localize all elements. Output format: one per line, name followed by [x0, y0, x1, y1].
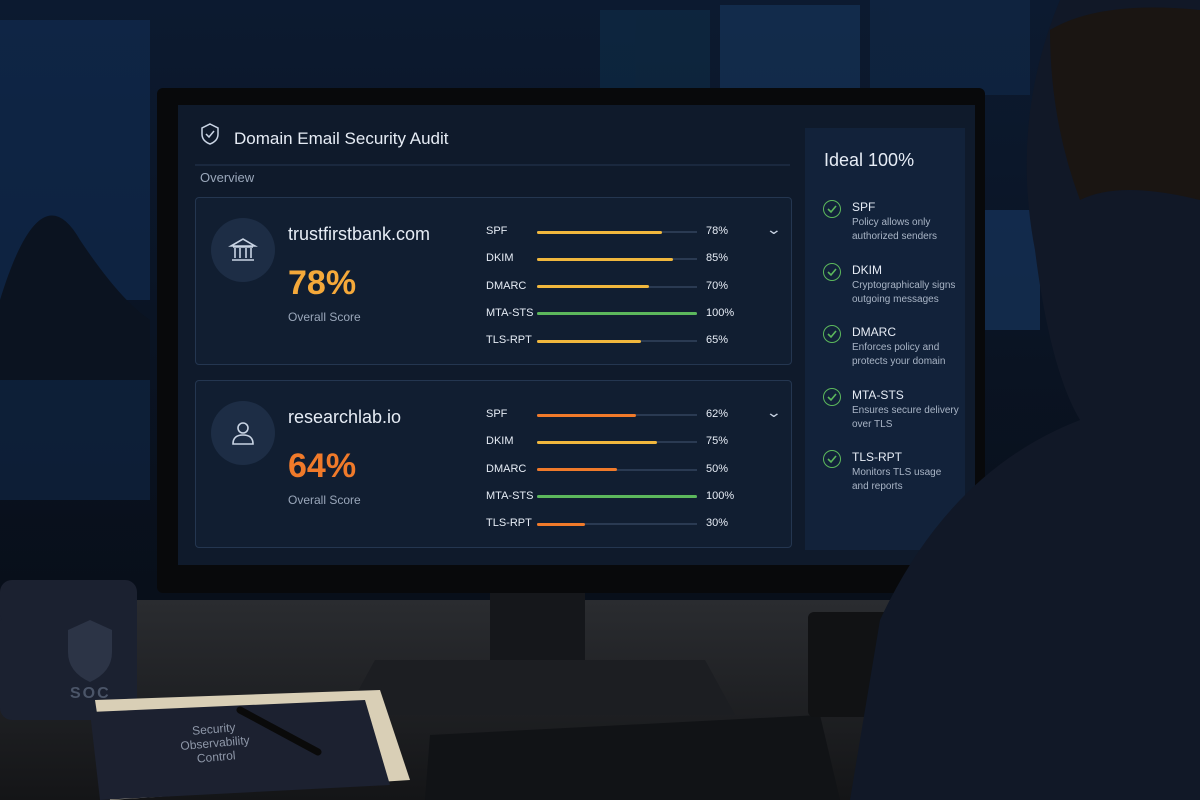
person: [850, 0, 1200, 800]
shield-check: [205, 130, 215, 139]
metric-name: DMARC: [486, 462, 527, 475]
metric-value: 65%: [706, 334, 729, 347]
shield-icon: [201, 123, 219, 145]
overall-score: 64%: [288, 447, 357, 485]
metric-value: 100%: [706, 306, 735, 319]
metric-name: MTA-STS: [486, 489, 534, 502]
check-icon: [823, 325, 841, 343]
metric-name: TLS-RPT: [486, 517, 532, 530]
domain-name: trustfirstbank.com: [288, 224, 431, 244]
metric-bar: [537, 257, 673, 261]
metric-value: 75%: [706, 435, 729, 448]
score-label: Overall Score: [288, 310, 361, 324]
metric-name: MTA-STS: [486, 306, 534, 319]
metric-bar: [537, 285, 649, 289]
metric-bar: [537, 468, 617, 472]
metric-value: 30%: [706, 517, 729, 530]
item-name: DMARC: [852, 325, 896, 339]
metric-bar: [537, 440, 657, 444]
pen: [236, 706, 322, 756]
metric-bar: [537, 495, 697, 499]
expand-chevron[interactable]: ⌄: [765, 404, 783, 420]
app-title: Domain Email Security Audit: [234, 129, 449, 148]
check-icon: [823, 200, 841, 218]
metric-value: 50%: [706, 462, 729, 475]
metric-value: 62%: [706, 408, 729, 420]
monitor-base: [345, 660, 735, 715]
sidebar-title: Ideal 100%: [824, 150, 915, 170]
metric-name: SPF: [486, 225, 508, 237]
metric-value: 100%: [706, 489, 735, 502]
item-description: Enforces policy and protects your domain: [852, 342, 946, 367]
metric-track: [537, 523, 697, 526]
metric-name: DKIM: [486, 435, 514, 448]
metric-value: 85%: [706, 252, 729, 265]
item-description: Ensures secure delivery over TLS: [852, 404, 959, 430]
metric-name: TLS-RPT: [486, 334, 532, 347]
monitor-neck: [490, 580, 585, 670]
metric-bar: [537, 413, 637, 417]
domain-name: researchlab.io: [288, 407, 402, 427]
person-hair: [1050, 7, 1200, 200]
check-icon: [823, 387, 841, 406]
notebook: [90, 700, 390, 800]
check-icon: [823, 262, 841, 281]
domain-icon: [211, 401, 275, 465]
mug-text: SOC: [70, 685, 111, 702]
mug-logo: [68, 620, 112, 682]
item-description: Cryptographically signs outgoing message…: [852, 279, 956, 305]
metric-bar: [537, 339, 641, 343]
metric-bar: [537, 312, 697, 316]
metric-name: DKIM: [486, 252, 514, 265]
metric-track: [537, 468, 697, 471]
overall-score: 78%: [288, 264, 357, 302]
score-label: Overall Score: [288, 493, 361, 507]
domain-icon: [211, 218, 275, 282]
background-screens: [0, 0, 1040, 500]
metric-bar: [537, 230, 662, 234]
section-title: Overview: [200, 170, 255, 185]
metric-name: SPF: [486, 408, 508, 420]
expand-chevron[interactable]: ⌄: [765, 221, 783, 237]
item-name: MTA-STS: [852, 387, 904, 402]
metric-value: 70%: [706, 279, 729, 292]
metric-value: 78%: [706, 225, 729, 237]
metric-name: DMARC: [486, 279, 527, 292]
item-name: DKIM: [852, 262, 882, 277]
item-description: Policy allows only authorized senders: [852, 217, 938, 242]
keyboard: [425, 715, 840, 800]
background-person: [0, 215, 150, 380]
item-name: SPF: [852, 200, 876, 214]
check-icon: [823, 450, 841, 468]
item-name: TLS-RPT: [852, 450, 903, 464]
domain-card: [195, 380, 792, 548]
domain-card: [195, 197, 792, 365]
item-description: Monitors TLS usage and reports: [852, 467, 942, 492]
metric-bar: [537, 522, 585, 526]
